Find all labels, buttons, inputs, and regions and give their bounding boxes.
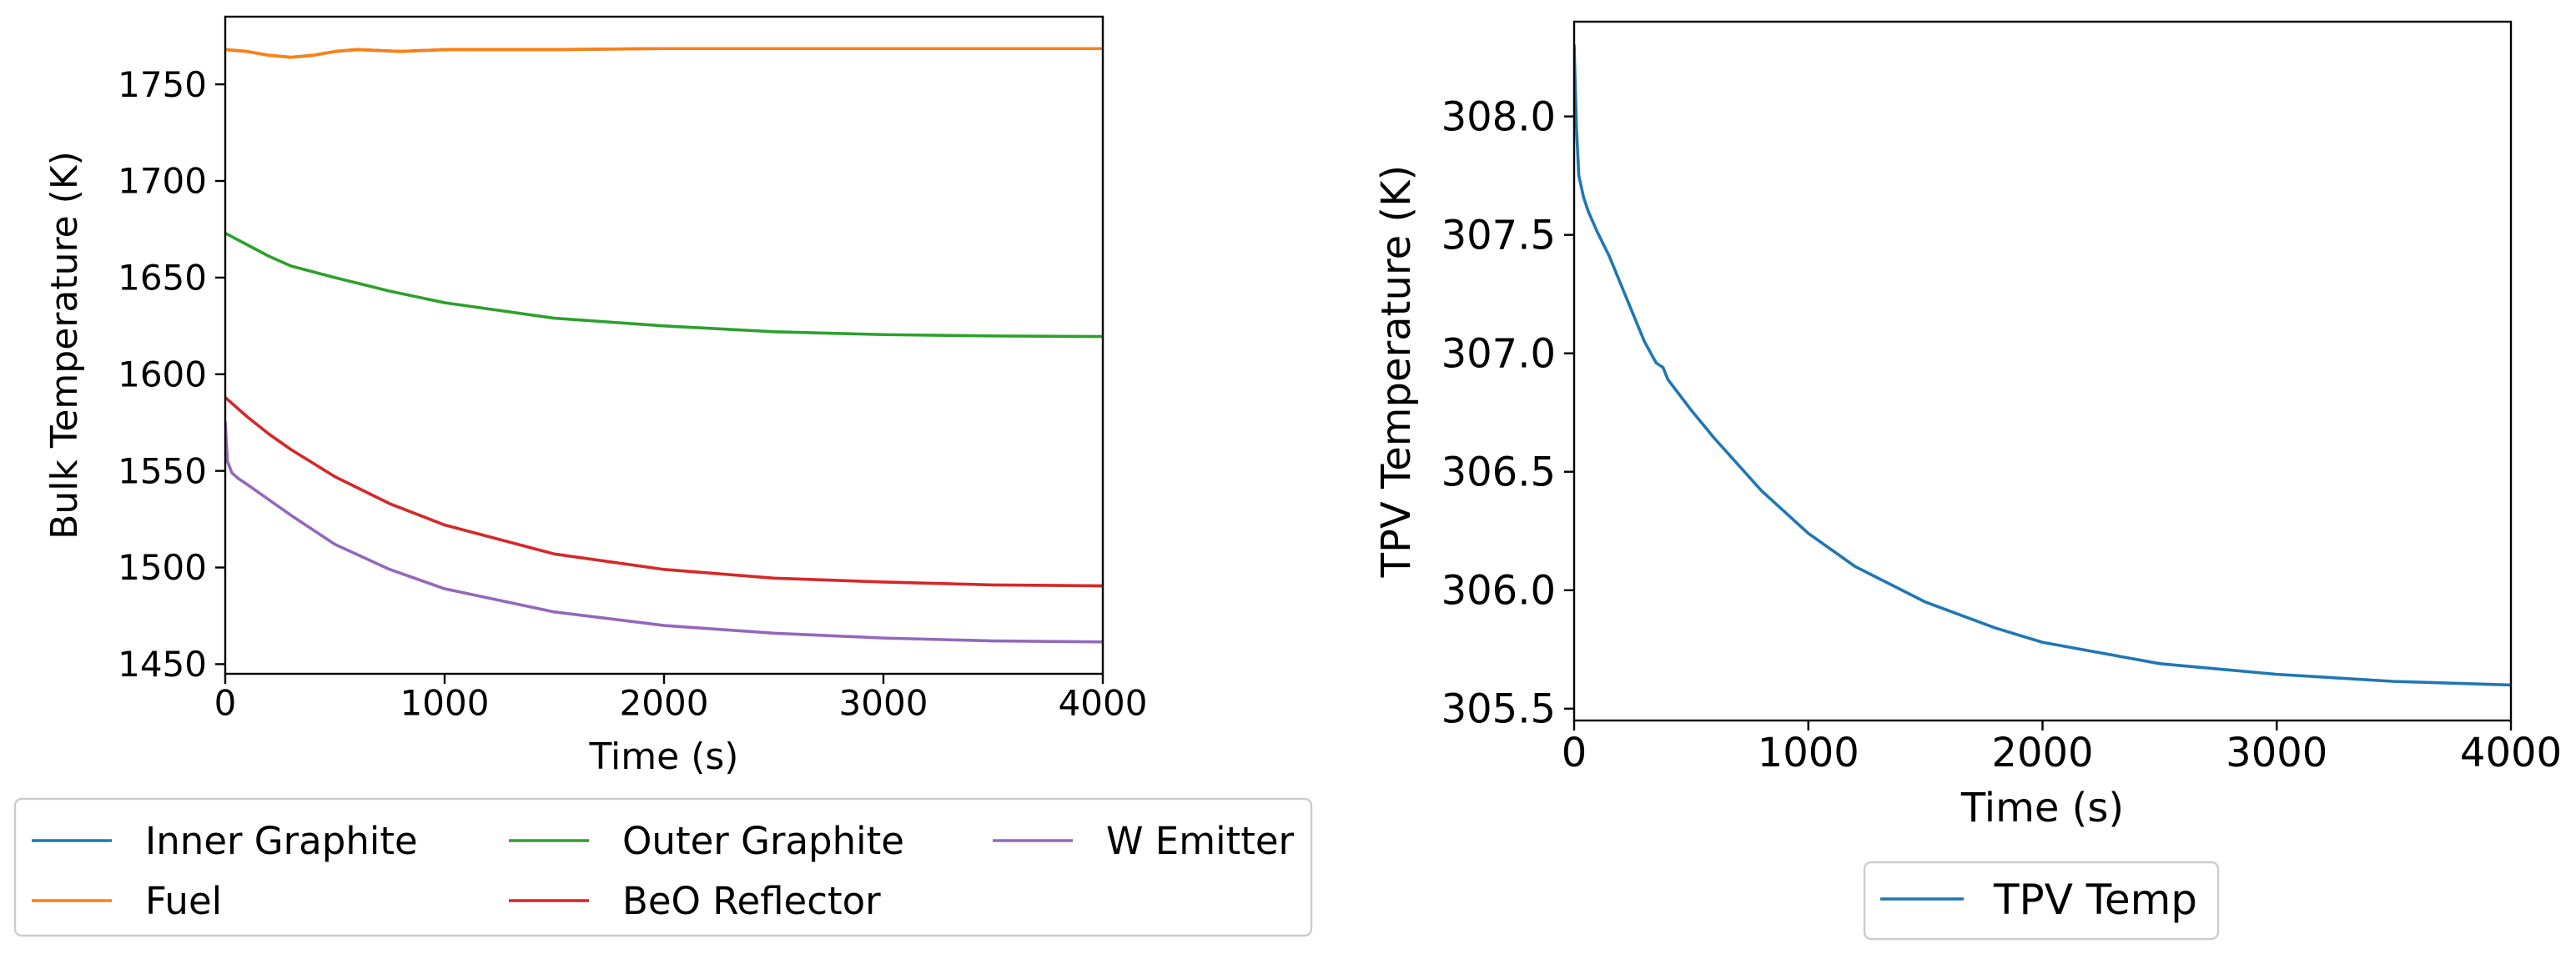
y-tick-label: 1550 [118,450,207,491]
series-line-fuel [225,47,1103,59]
x-tick-label: 0 [1562,730,1587,776]
x-tick-label: 4000 [2460,730,2562,776]
y-tick-label: 308.0 [1441,93,1556,140]
y-tick-label: 306.0 [1441,568,1556,615]
series-line-w-emitter [225,420,1103,644]
y-tick-label: 1500 [118,547,207,588]
legend-label-inner-graphite: Inner Graphite [145,819,418,863]
y-tick-label: 1450 [118,644,207,685]
y-tick-label: 305.5 [1441,686,1556,733]
legend-label-tpv-temp: TPV Temp [1993,876,2197,924]
y-tick-label: 1650 [118,258,207,299]
x-tick-label: 4000 [1059,683,1148,724]
x-tick-label: 1000 [1758,730,1859,776]
legend-label-outer-graphite: Outer Graphite [622,819,904,863]
y-tick-label: 1750 [118,64,207,105]
y-axis-label: TPV Temperature (K) [1373,165,1420,579]
y-tick-label: 307.5 [1441,212,1556,259]
y-tick-label: 307.0 [1441,330,1556,377]
y-tick-label: 1700 [118,161,207,202]
bulk-temperature-chart: 0 1000 2000 3000 4000 1450 1500 1550 1600 1650 170… [13,15,1313,937]
tpv-temperature-chart: 0 1000 2000 3000 4000 305.5 306.0 306.5 307.0 307… [1373,20,2562,941]
legend-label-fuel: Fuel [145,879,222,923]
legend: Inner Graphite Outer Graphite W Emitter Fue… [13,797,1313,937]
x-tick-label: 2000 [1991,730,2093,776]
x-tick-label: 3000 [2226,730,2327,776]
x-axis-label: Time (s) [589,736,739,778]
x-tick-label: 3000 [839,683,928,724]
legend-label-w-emitter: W Emitter [1106,819,1295,863]
x-tick-label: 0 [214,683,237,724]
series-line-outer-graphite [225,231,1103,339]
series-line-beo-reflector [225,395,1103,588]
x-tick-label: 2000 [620,683,709,724]
series-line-tpv-temp [1574,43,2511,687]
y-tick-label: 306.5 [1441,449,1556,496]
legend-box [1863,861,2220,941]
x-tick-label: 1000 [400,683,490,724]
x-axis-label: Time (s) [1960,785,2124,831]
legend-box [13,797,1313,937]
legend: TPV Temp [1863,861,2220,941]
legend-label-beo-reflector: BeO Reflector [622,879,881,923]
y-axis-label: Bulk Temperature (K) [43,151,86,540]
y-tick-label: 1600 [118,354,207,394]
